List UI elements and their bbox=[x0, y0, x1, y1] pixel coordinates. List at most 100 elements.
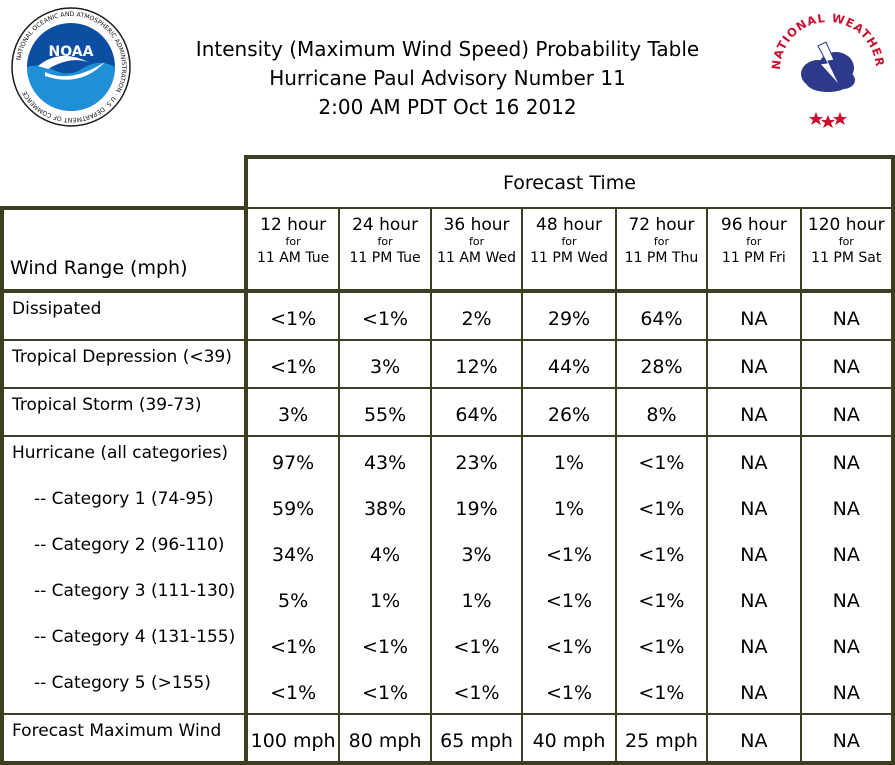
column-header: 48 hour for 11 PM Wed bbox=[521, 207, 616, 291]
table-cell: NA bbox=[706, 621, 801, 667]
table-cell: 1% bbox=[521, 483, 616, 529]
table-cell: <1% bbox=[338, 289, 431, 340]
table-cell: NA bbox=[799, 575, 895, 621]
column-hour: 96 hour bbox=[720, 215, 787, 235]
table-cell: 4% bbox=[338, 529, 431, 575]
table-cell: NA bbox=[706, 483, 801, 529]
table-row: -- Category 4 (131-155) <1% <1% <1% <1% <1% NA… bbox=[0, 621, 895, 667]
table-cell: NA bbox=[799, 483, 895, 529]
column-when: 11 PM Thu bbox=[624, 250, 699, 266]
column-hour: 36 hour bbox=[443, 215, 510, 235]
row-label: Forecast Maximum Wind bbox=[0, 713, 246, 765]
column-header: 12 hour for 11 AM Tue bbox=[243, 207, 340, 291]
table-row: Hurricane (all categories) 97% 43% 23% 1% <1%… bbox=[0, 435, 895, 483]
table-cell: 64% bbox=[614, 289, 708, 340]
table-cell: <1% bbox=[429, 667, 523, 714]
table-cell: NA bbox=[799, 289, 895, 340]
table-cell: NA bbox=[799, 339, 895, 388]
table-cell: <1% bbox=[338, 667, 431, 714]
title-line-2: Hurricane Paul Advisory Number 11 bbox=[269, 66, 626, 90]
table-cell: <1% bbox=[521, 575, 616, 621]
table-cell: 12% bbox=[429, 339, 523, 388]
column-for: for bbox=[468, 235, 485, 248]
table-cell: <1% bbox=[338, 621, 431, 667]
row-label: Tropical Storm (39-73) bbox=[0, 387, 246, 436]
table-cell: 40 mph bbox=[521, 713, 616, 765]
title-line-3: 2:00 AM PDT Oct 16 2012 bbox=[318, 95, 577, 119]
column-header: 36 hour for 11 AM Wed bbox=[429, 207, 523, 291]
table-row: -- Category 2 (96-110) 34% 4% 3% <1% <1% NA NA bbox=[0, 529, 895, 575]
table-cell: 23% bbox=[429, 435, 523, 483]
table-cell: 26% bbox=[521, 387, 616, 436]
table-cell: 28% bbox=[614, 339, 708, 388]
table-cell: 3% bbox=[338, 339, 431, 388]
table-cell: <1% bbox=[521, 621, 616, 667]
table-cell: NA bbox=[706, 289, 801, 340]
table-cell: NA bbox=[799, 621, 895, 667]
table-cell: NA bbox=[706, 339, 801, 388]
column-when: 11 PM Fri bbox=[721, 250, 786, 266]
table-cell: <1% bbox=[614, 575, 708, 621]
table-cell: 55% bbox=[338, 387, 431, 436]
table-cell: 1% bbox=[521, 435, 616, 483]
title-line-1: Intensity (Maximum Wind Speed) Probabili… bbox=[195, 37, 700, 61]
column-hour: 12 hour bbox=[260, 215, 327, 235]
table-cell: <1% bbox=[614, 529, 708, 575]
column-when: 11 PM Sat bbox=[811, 250, 882, 266]
table-row: Forecast Maximum Wind 100 mph 80 mph 65 mph… bbox=[0, 713, 895, 765]
table-row: Tropical Storm (39-73) 3% 55% 64% 26% 8% NA NA bbox=[0, 387, 895, 436]
table-row: -- Category 3 (111-130) 5% 1% 1% <1% <1% NA NA bbox=[0, 575, 895, 621]
column-hour: 72 hour bbox=[628, 215, 695, 235]
column-header: 96 hour for 11 PM Fri bbox=[706, 207, 801, 291]
table-cell: <1% bbox=[521, 667, 616, 714]
table-cell: <1% bbox=[614, 667, 708, 714]
noaa-logo-text: NOAA bbox=[49, 44, 94, 60]
column-hour: 24 hour bbox=[352, 215, 419, 235]
table-cell: 5% bbox=[243, 575, 340, 621]
column-when: 11 AM Wed bbox=[437, 250, 516, 266]
column-hour: 120 hour bbox=[807, 215, 885, 235]
row-label: -- Category 3 (111-130) bbox=[0, 575, 246, 621]
table-cell: 34% bbox=[243, 529, 340, 575]
column-for: for bbox=[285, 235, 301, 248]
table-cell: 29% bbox=[521, 289, 616, 340]
table-cell: 43% bbox=[338, 435, 431, 483]
noaa-logo: NOAA NATIONAL OCEANIC AND ATMOSPHERIC AD… bbox=[10, 6, 132, 128]
table-cell: 1% bbox=[338, 575, 431, 621]
table-cell: <1% bbox=[243, 339, 340, 388]
table-cell: 64% bbox=[429, 387, 523, 436]
wind-range-header: Wind Range (mph) bbox=[0, 206, 246, 292]
table-row: -- Category 5 (>155) <1% <1% <1% <1% <1% NA NA bbox=[0, 667, 895, 714]
column-header: 72 hour for 11 PM Thu bbox=[614, 207, 708, 291]
row-label: -- Category 2 (96-110) bbox=[0, 529, 246, 575]
column-for: for bbox=[377, 235, 393, 248]
column-for: for bbox=[561, 235, 577, 248]
row-label: -- Category 4 (131-155) bbox=[0, 621, 246, 667]
table-cell: NA bbox=[799, 529, 895, 575]
column-when: 11 PM Wed bbox=[530, 250, 608, 266]
column-when: 11 PM Tue bbox=[349, 250, 421, 266]
table-cell: 19% bbox=[429, 483, 523, 529]
table-cell: NA bbox=[799, 667, 895, 714]
row-label: Hurricane (all categories) bbox=[0, 435, 246, 483]
column-header: 24 hour for 11 PM Tue bbox=[338, 207, 431, 291]
table-cell: 59% bbox=[243, 483, 340, 529]
table-cell: 3% bbox=[429, 529, 523, 575]
table-cell: 97% bbox=[243, 435, 340, 483]
column-for: for bbox=[838, 235, 854, 248]
table-cell: 2% bbox=[429, 289, 523, 340]
table-cell: <1% bbox=[243, 289, 340, 340]
table-row: -- Category 1 (74-95) 59% 38% 19% 1% <1% NA NA bbox=[0, 483, 895, 529]
table-row: Tropical Depression (<39) <1% 3% 12% 44% 28% N… bbox=[0, 339, 895, 388]
row-label: -- Category 1 (74-95) bbox=[0, 483, 246, 529]
column-hour: 48 hour bbox=[536, 215, 602, 235]
table-cell: 38% bbox=[338, 483, 431, 529]
table-cell: <1% bbox=[614, 483, 708, 529]
column-when: 11 AM Tue bbox=[256, 250, 330, 266]
table-cell: <1% bbox=[429, 621, 523, 667]
table-cell: 80 mph bbox=[338, 713, 431, 765]
table-row: Dissipated <1% <1% 2% 29% 64% NA NA bbox=[0, 289, 895, 340]
table-cell: NA bbox=[706, 435, 801, 483]
table-cell: <1% bbox=[243, 621, 340, 667]
forecast-time-header: Forecast Time bbox=[243, 155, 895, 208]
